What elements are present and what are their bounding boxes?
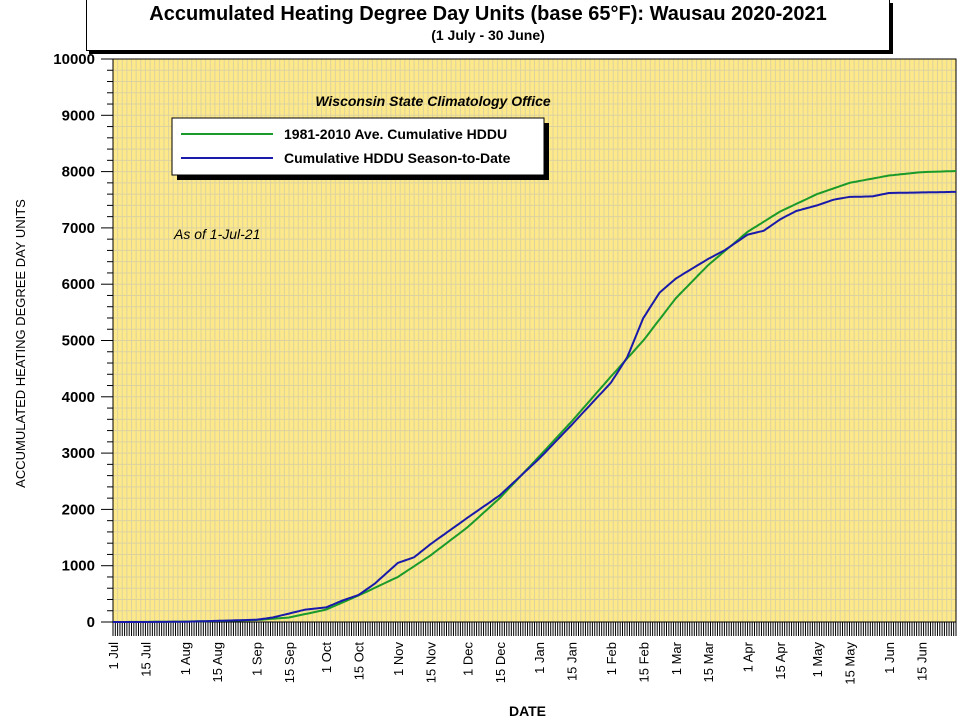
x-tick-label: 1 Sep <box>250 642 265 676</box>
x-tick-label: 15 Nov <box>423 642 438 684</box>
y-tick-label: 5000 <box>62 333 95 350</box>
x-tick-label: 1 Dec <box>460 642 475 676</box>
y-tick-label: 4000 <box>62 389 95 406</box>
x-tick-label: 15 Aug <box>210 642 225 683</box>
x-tick-label: 1 Aug <box>178 642 193 675</box>
x-tick-label: 15 Mar <box>701 641 716 682</box>
y-tick-label: 9000 <box>62 107 95 124</box>
x-tick-label: 1 Nov <box>391 642 406 676</box>
x-axis-label: DATE <box>509 703 546 719</box>
x-tick-label: 15 Sep <box>282 642 297 683</box>
chart-subtitle: (1 July - 30 June) <box>431 27 545 43</box>
x-tick-label: 15 Feb <box>636 642 651 682</box>
y-tick-label: 2000 <box>62 501 95 518</box>
y-tick-label: 0 <box>87 614 95 631</box>
y-tick-label: 10000 <box>53 51 95 68</box>
x-tick-label: 15 Jan <box>565 642 580 681</box>
x-tick-label: 15 Jun <box>914 642 929 681</box>
source-annotation: Wisconsin State Climatology Office <box>315 93 551 109</box>
x-tick-label: 1 Apr <box>741 641 756 672</box>
chart-title: Accumulated Heating Degree Day Units (ba… <box>149 3 827 25</box>
y-tick-label: 8000 <box>62 164 95 181</box>
x-tick-label: 1 Mar <box>669 641 684 675</box>
x-tick-label: 1 Oct <box>319 642 334 673</box>
legend-label: 1981-2010 Ave. Cumulative HDDU <box>284 126 507 142</box>
x-tick-label: 15 Oct <box>351 642 366 681</box>
x-tick-label: 15 May <box>842 642 857 685</box>
chart-title-box: Accumulated Heating Degree Day Units (ba… <box>86 0 890 51</box>
x-tick-label: 1 Jul <box>106 642 121 670</box>
y-tick-label: 7000 <box>62 220 95 237</box>
y-axis-label: ACCUMULATED HEATING DEGREE DAY UNITS <box>13 199 28 488</box>
as-of-annotation: As of 1-Jul-21 <box>173 226 260 242</box>
x-tick-label: 1 May <box>810 642 825 678</box>
y-tick-label: 6000 <box>62 276 95 293</box>
y-tick-label: 3000 <box>62 445 95 462</box>
legend-label: Cumulative HDDU Season-to-Date <box>284 150 511 166</box>
x-tick-label: 15 Jul <box>138 642 153 677</box>
x-tick-label: 15 Dec <box>493 642 508 684</box>
x-tick-label: 1 Feb <box>604 642 619 675</box>
x-tick-label: 1 Jan <box>532 642 547 674</box>
x-tick-label: 1 Jun <box>882 642 897 674</box>
legend-box <box>171 117 545 176</box>
series-line-season <box>113 190 956 623</box>
y-tick-label: 1000 <box>62 558 95 575</box>
x-tick-label: 15 Apr <box>773 641 788 679</box>
